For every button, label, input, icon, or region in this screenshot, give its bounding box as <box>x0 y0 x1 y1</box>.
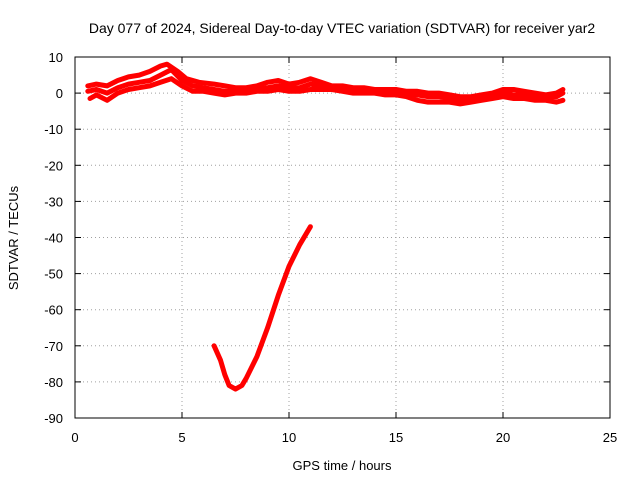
y-tick-label: -40 <box>44 231 63 246</box>
y-tick-label: -80 <box>44 375 63 390</box>
y-tick-label: -50 <box>44 267 63 282</box>
y-tick-label: -10 <box>44 122 63 137</box>
series-line-sdtvar-dip <box>211 224 313 392</box>
x-tick-label: 0 <box>71 430 78 445</box>
tick-labels: 10 0 -10 -20 -30 -40 -50 -60 -70 -80 -90 0 5 10 15 20 25 <box>44 50 617 445</box>
series-layer <box>85 61 566 392</box>
x-tick-label: 20 <box>496 430 510 445</box>
y-tick-label: -60 <box>44 303 63 318</box>
x-tick-label: 15 <box>389 430 403 445</box>
y-tick-label: 10 <box>49 50 63 65</box>
grid-lines <box>75 57 610 418</box>
x-axis-label: GPS time / hours <box>293 458 392 473</box>
y-tick-label: -30 <box>44 194 63 209</box>
series-line-sdtvar-band-1 <box>85 61 566 100</box>
y-tick-label: -90 <box>44 411 63 426</box>
series-line-sdtvar-band-3 <box>87 76 566 107</box>
x-tick-label: 25 <box>603 430 617 445</box>
axis-ticks <box>74 56 611 419</box>
y-tick-label: -20 <box>44 158 63 173</box>
y-axis-label: SDTVAR / TECUs <box>6 185 21 290</box>
x-tick-label: 10 <box>282 430 296 445</box>
chart-title: Day 077 of 2024, Sidereal Day-to-day VTE… <box>89 20 595 36</box>
y-tick-label: -70 <box>44 339 63 354</box>
x-tick-label: 5 <box>178 430 185 445</box>
y-tick-label: 0 <box>56 86 63 101</box>
